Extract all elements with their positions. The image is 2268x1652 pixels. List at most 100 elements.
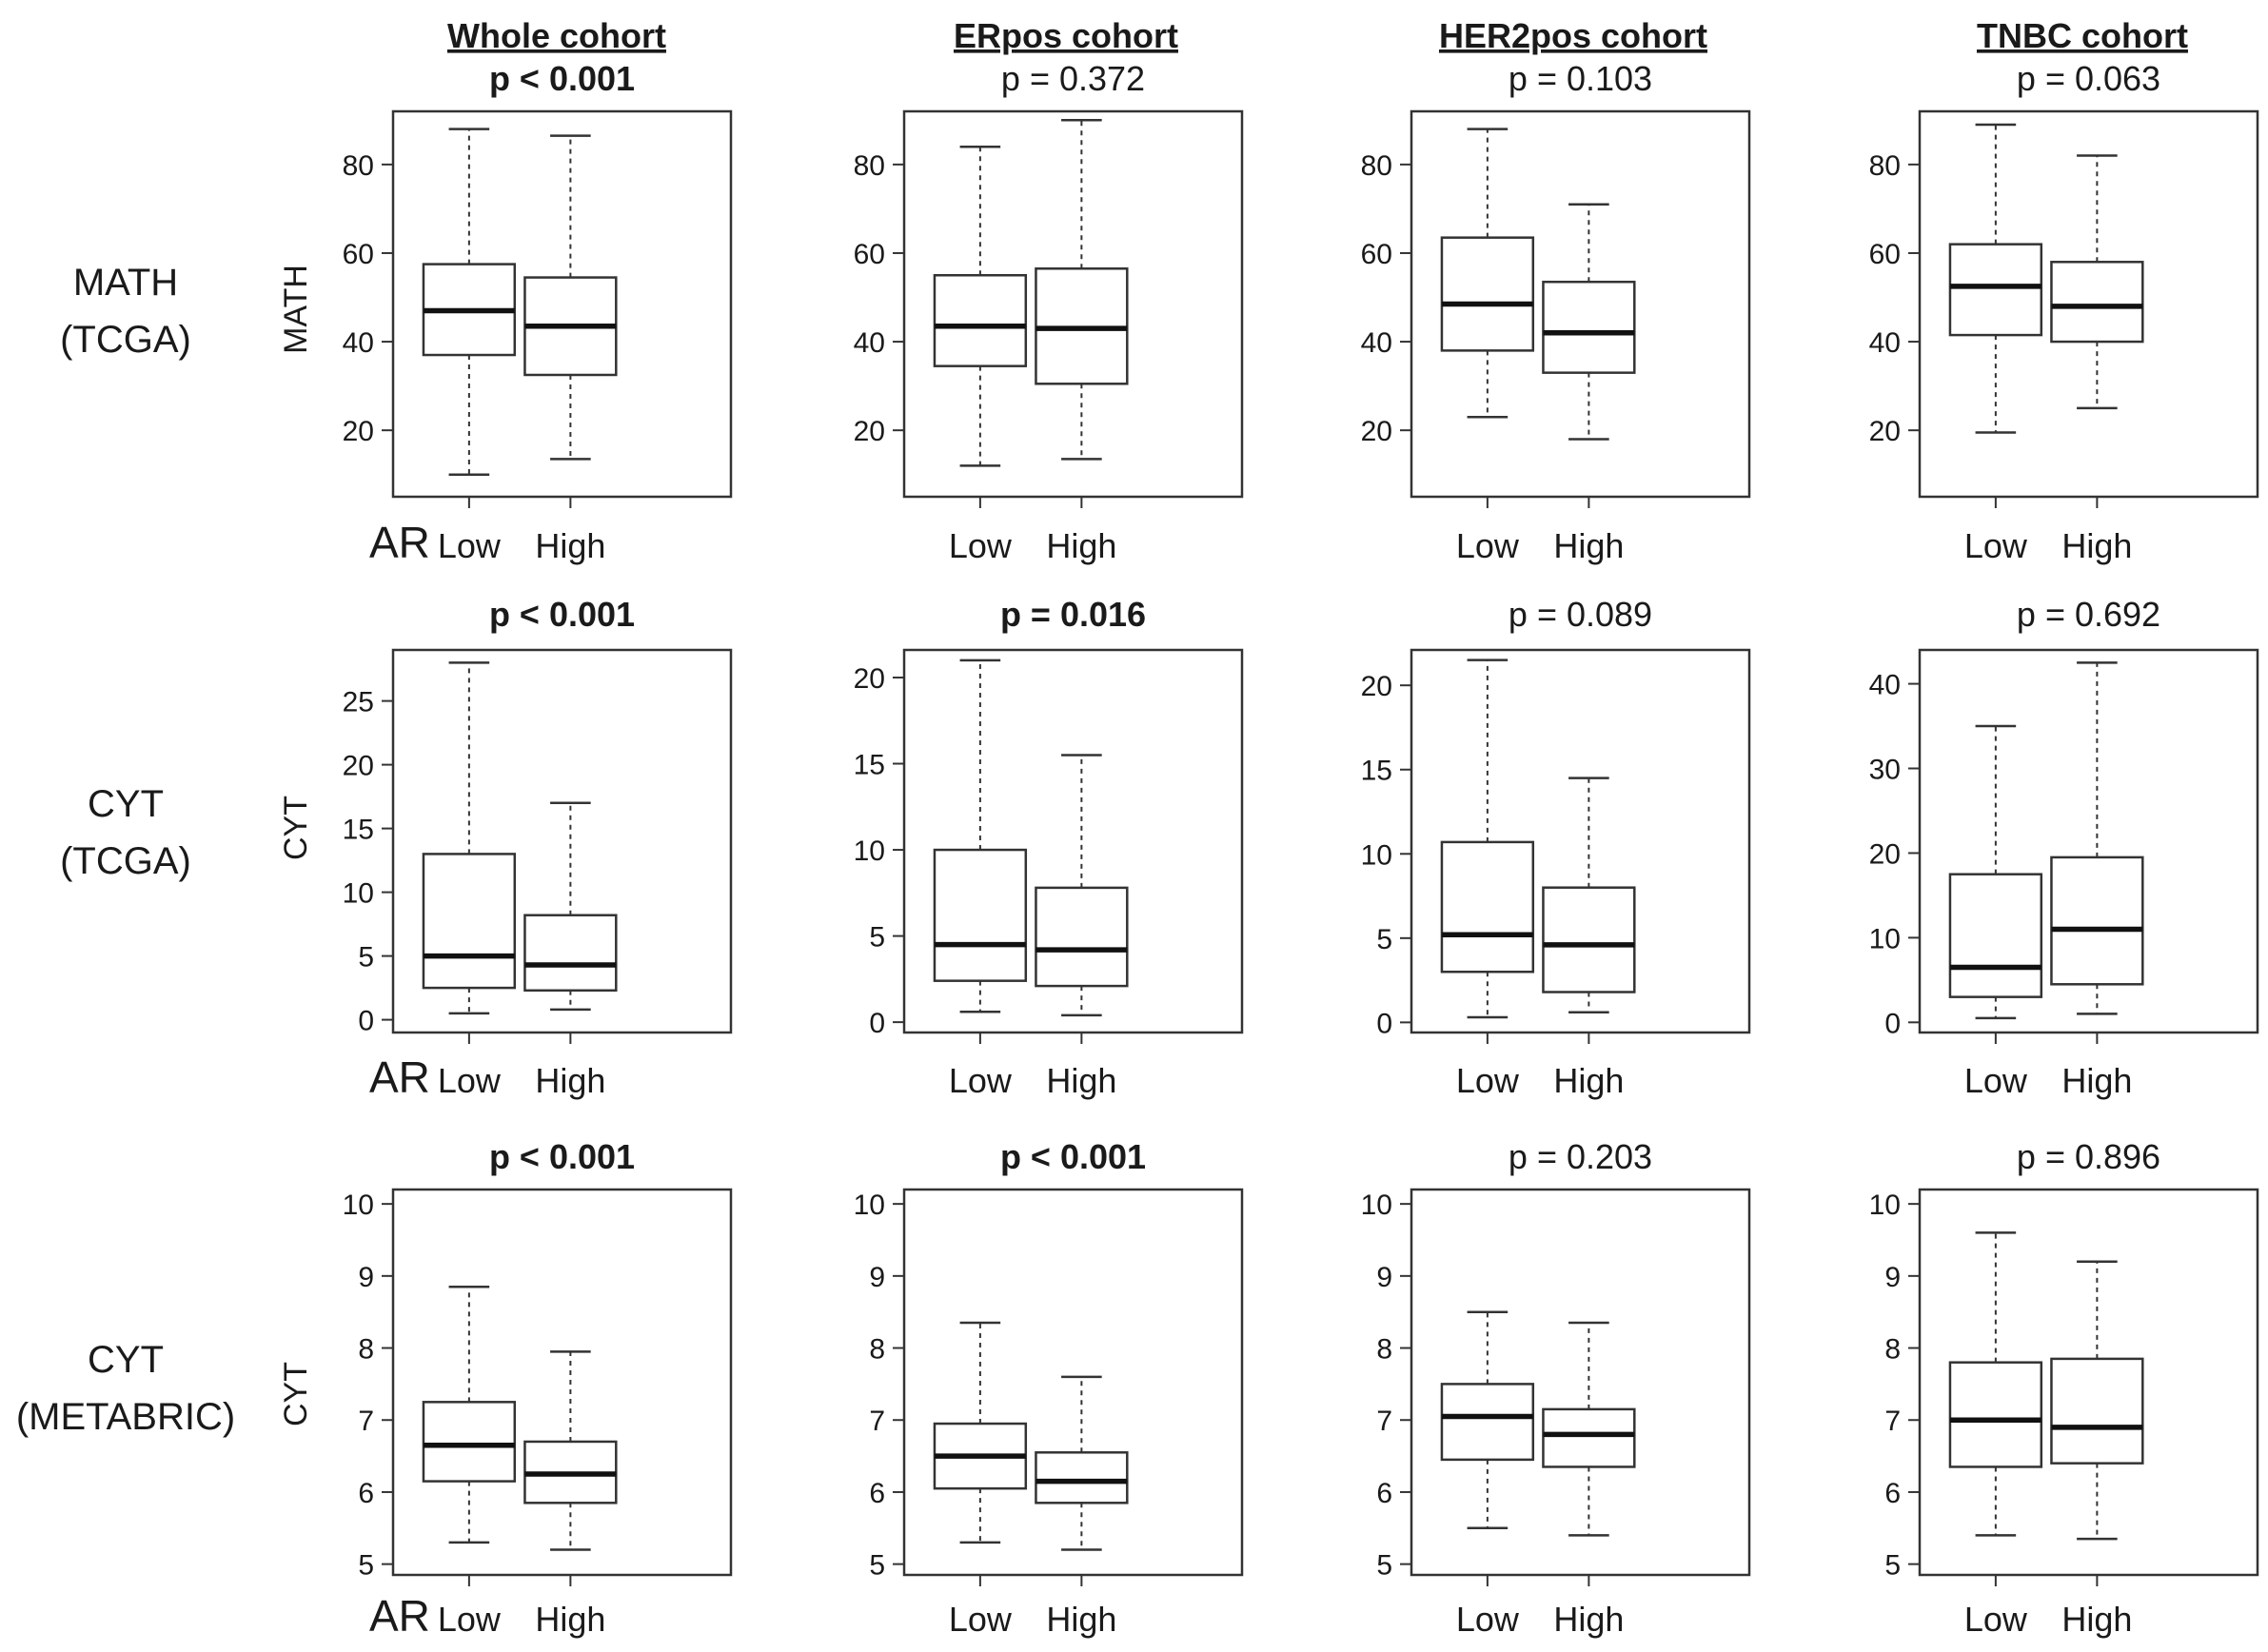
x-tick-label-low: Low (1964, 526, 2028, 565)
y-tick-label: 10 (1361, 1190, 1392, 1221)
box-high (1542, 203, 1636, 441)
y-tick-label: 9 (869, 1262, 885, 1293)
iqr-box (1542, 280, 1636, 374)
column-title-her2pos: HER2pos cohort (1439, 16, 1707, 55)
box-high (523, 1350, 618, 1551)
y-tick-label: 20 (343, 416, 374, 447)
y-tick-label: 10 (343, 878, 374, 910)
y-tick-label: 80 (1361, 150, 1392, 182)
y-tick-label: 8 (1884, 1334, 1901, 1366)
y-tick-label: 20 (1869, 838, 1901, 870)
y-tick-label: 20 (343, 751, 374, 782)
y-axis-title-math: MATH (278, 265, 314, 354)
iqr-box (1440, 236, 1535, 352)
p-value-label: p = 0.692 (2017, 595, 2160, 634)
boxplot-panel: p = 0.896 5 6 7 8 9 10 Low High (1869, 1137, 2259, 1639)
iqr-box (933, 848, 1028, 982)
x-tick-label-high: High (535, 1600, 605, 1639)
boxplot-panel: p = 0.016 0 5 10 15 20 Low High (854, 595, 1244, 1100)
box-low (1440, 659, 1535, 1019)
p-value-label: p < 0.001 (489, 595, 635, 634)
box-low (422, 128, 517, 476)
x-tick-label-low: Low (438, 1600, 502, 1639)
y-tick-label: 5 (1376, 924, 1392, 955)
x-tick-label-high: High (1046, 1600, 1116, 1639)
p-value-label: p = 0.896 (2017, 1137, 2160, 1176)
x-tick-label-low: Low (1456, 526, 1520, 565)
y-tick-label: 9 (358, 1262, 374, 1293)
column-title-erpos: ERpos cohort (954, 16, 1178, 55)
row-label-math-line1: MATH (73, 262, 178, 304)
y-tick-label: 6 (869, 1478, 885, 1509)
y-tick-label: 0 (358, 1006, 374, 1037)
iqr-box (1542, 886, 1636, 993)
column-title-whole: Whole cohort (447, 16, 666, 55)
iqr-box (1440, 840, 1535, 974)
x-tick-label-low: Low (438, 526, 502, 565)
y-tick-label: 10 (343, 1190, 374, 1221)
y-tick-label: 0 (869, 1008, 885, 1039)
iqr-box (1948, 243, 2043, 337)
y-axis-titles: MATH CYT CYT (278, 265, 314, 1426)
box-high (523, 801, 618, 1012)
x-tick-label-low: Low (1456, 1600, 1520, 1639)
x-tick-label-low: Low (949, 1600, 1013, 1639)
boxplot-panel: p < 0.001 5 6 7 8 9 10 Low High (343, 1137, 733, 1639)
y-tick-label: 5 (1884, 1550, 1901, 1582)
x-tick-label-high: High (2061, 1061, 2132, 1100)
iqr-box (422, 1401, 517, 1483)
y-tick-label: 60 (343, 239, 374, 270)
x-tick-label-low: Low (1456, 1061, 1520, 1100)
box-high (1035, 119, 1129, 461)
box-low (933, 145, 1028, 467)
y-tick-label: 20 (1869, 416, 1901, 447)
iqr-box (1948, 873, 2043, 998)
boxplot-panel: p < 0.001 5 6 7 8 9 10 Low High (854, 1137, 1244, 1639)
x-tick-label-low: Low (438, 1061, 502, 1100)
y-tick-label: 0 (1376, 1008, 1392, 1039)
row-label-cyt-tcga-line2: (TCGA) (60, 840, 191, 882)
p-value-label: p = 0.203 (1509, 1137, 1652, 1176)
p-value-label: p < 0.001 (489, 59, 635, 98)
y-tick-label: 40 (1869, 327, 1901, 359)
box-low (1948, 1231, 2043, 1537)
box-high (1035, 1375, 1129, 1551)
y-tick-label: 20 (854, 416, 885, 447)
plot-frame (1410, 1188, 1751, 1577)
ar-label-row2: AR (369, 1052, 430, 1102)
box-low (422, 661, 517, 1015)
y-tick-label: 80 (854, 150, 885, 182)
y-tick-label: 5 (869, 1550, 885, 1582)
x-tick-label-high: High (1553, 1600, 1624, 1639)
p-value-label: p < 0.001 (489, 1137, 635, 1176)
row-label-math-line2: (TCGA) (60, 319, 191, 361)
y-tick-label: 5 (358, 942, 374, 974)
y-tick-label: 40 (1361, 327, 1392, 359)
box-low (1440, 128, 1535, 419)
x-tick-label-high: High (535, 526, 605, 565)
x-tick-label-high: High (1553, 1061, 1624, 1100)
x-tick-label-low: Low (949, 526, 1013, 565)
y-tick-label: 25 (343, 687, 374, 718)
x-tick-label-high: High (2061, 526, 2132, 565)
iqr-box (1948, 1361, 2043, 1468)
y-tick-label: 6 (358, 1478, 374, 1509)
column-title-tnbc: TNBC cohort (1977, 16, 2188, 55)
box-low (1440, 1310, 1535, 1530)
iqr-box (422, 853, 517, 990)
y-tick-label: 5 (358, 1550, 374, 1582)
iqr-box (2050, 856, 2144, 986)
y-tick-label: 40 (854, 327, 885, 359)
box-high (1542, 1321, 1636, 1537)
box-low (422, 1285, 517, 1544)
ar-label-row3: AR (369, 1591, 430, 1641)
row-label-cyt-metabric-line1: CYT (88, 1339, 164, 1381)
boxplot-panel: p = 0.203 5 6 7 8 9 10 Low High (1361, 1137, 1751, 1639)
y-tick-label: 10 (1869, 1190, 1901, 1221)
y-tick-label: 7 (1884, 1406, 1901, 1437)
x-tick-label-high: High (535, 1061, 605, 1100)
boxplot-panel: p = 0.063 20 40 60 80 Low High (1869, 59, 2259, 565)
y-tick-label: 8 (1376, 1334, 1392, 1366)
y-tick-label: 10 (854, 1190, 885, 1221)
ar-labels: AR AR AR (369, 518, 430, 1641)
